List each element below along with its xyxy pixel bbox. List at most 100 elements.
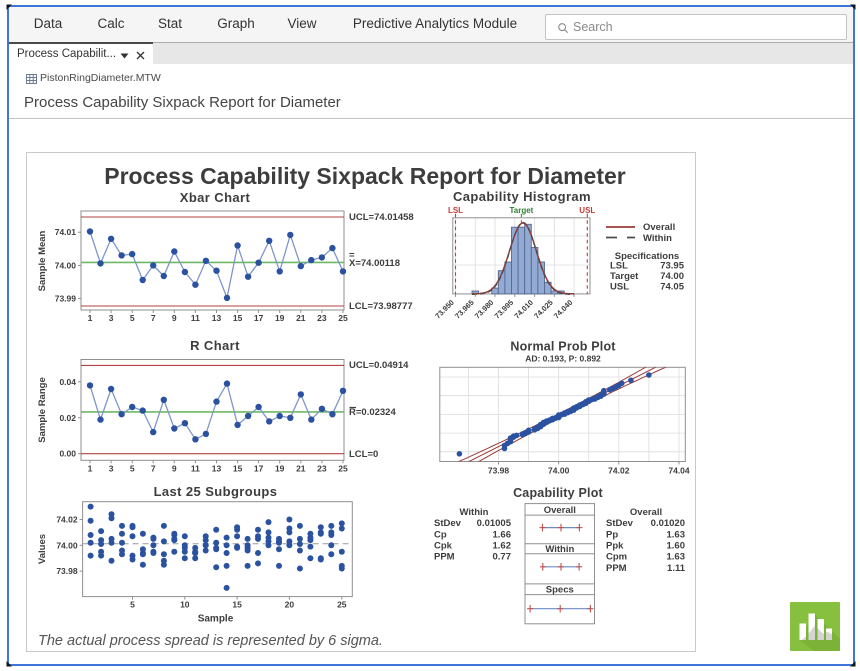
svg-text:AD: 0.193, P: 0.892: AD: 0.193, P: 0.892 xyxy=(525,354,601,364)
svg-text:Cpm: Cpm xyxy=(606,551,627,562)
svg-text:1.11: 1.11 xyxy=(667,563,686,574)
svg-text:74.00: 74.00 xyxy=(56,540,78,550)
svg-text:Process Capability Sixpack Rep: Process Capability Sixpack Report for Di… xyxy=(104,163,626,189)
svg-text:9: 9 xyxy=(172,313,177,323)
svg-text:74.01: 74.01 xyxy=(55,227,77,237)
svg-text:Overall: Overall xyxy=(643,222,675,233)
svg-text:3: 3 xyxy=(109,313,114,323)
svg-text:Capability Histogram: Capability Histogram xyxy=(453,189,591,204)
svg-text:0.01005: 0.01005 xyxy=(477,518,512,529)
svg-text:21: 21 xyxy=(296,463,306,473)
svg-text:9: 9 xyxy=(172,463,177,473)
svg-text:23: 23 xyxy=(317,313,327,323)
svg-text:UCL=0.04914: UCL=0.04914 xyxy=(349,360,409,371)
svg-text:Ppk: Ppk xyxy=(606,541,624,552)
svg-text:Within: Within xyxy=(643,233,672,244)
svg-text:UCL=74.01458: UCL=74.01458 xyxy=(349,212,414,223)
svg-text:Capability Plot: Capability Plot xyxy=(513,486,603,500)
svg-text:USL: USL xyxy=(610,282,629,293)
svg-text:Cpk: Cpk xyxy=(434,541,453,552)
svg-text:73.995: 73.995 xyxy=(493,298,516,321)
svg-text:StDev: StDev xyxy=(434,518,462,529)
svg-text:Specs: Specs xyxy=(546,584,574,595)
svg-text:73.98: 73.98 xyxy=(488,466,510,476)
svg-text:1: 1 xyxy=(88,463,93,473)
svg-text:0.01020: 0.01020 xyxy=(651,518,685,529)
svg-text:R Chart: R Chart xyxy=(190,338,240,353)
svg-text:Specifications: Specifications xyxy=(615,251,679,262)
svg-text:25: 25 xyxy=(338,463,348,473)
svg-text:74.00: 74.00 xyxy=(55,260,77,270)
svg-text:25: 25 xyxy=(338,313,348,323)
svg-text:13: 13 xyxy=(212,313,222,323)
svg-text:1.62: 1.62 xyxy=(493,541,512,552)
svg-text:StDev: StDev xyxy=(606,518,634,529)
svg-text:73.965: 73.965 xyxy=(453,298,476,321)
svg-text:PPM: PPM xyxy=(434,551,455,562)
svg-text:Cp: Cp xyxy=(434,529,447,540)
svg-text:73.95: 73.95 xyxy=(660,261,684,272)
svg-text:73.98: 73.98 xyxy=(56,566,78,576)
svg-text:20: 20 xyxy=(285,600,295,610)
svg-text:0.04: 0.04 xyxy=(59,377,76,387)
svg-text:7: 7 xyxy=(151,313,156,323)
svg-text:74.02: 74.02 xyxy=(56,515,78,525)
svg-text:11: 11 xyxy=(191,463,200,473)
svg-text:74.04: 74.04 xyxy=(668,466,690,476)
svg-text:Xbar Chart: Xbar Chart xyxy=(180,190,251,205)
svg-text:Within: Within xyxy=(545,544,574,555)
svg-text:Last 25 Subgroups: Last 25 Subgroups xyxy=(154,484,278,499)
svg-text:Sample Range: Sample Range xyxy=(37,377,48,442)
svg-text:0.77: 0.77 xyxy=(493,551,512,562)
svg-text:73.99: 73.99 xyxy=(55,294,77,304)
svg-text:1.60: 1.60 xyxy=(667,541,686,552)
svg-text:19: 19 xyxy=(275,313,285,323)
svg-text:5: 5 xyxy=(130,313,135,323)
svg-text:73.980: 73.980 xyxy=(473,298,496,321)
svg-text:0.02: 0.02 xyxy=(59,413,76,423)
svg-text:Sample Mean: Sample Mean xyxy=(37,230,48,291)
svg-text:21: 21 xyxy=(296,313,306,323)
svg-text:74.010: 74.010 xyxy=(512,298,535,321)
svg-text:25: 25 xyxy=(337,600,347,610)
svg-text:74.02: 74.02 xyxy=(608,466,630,476)
svg-text:5: 5 xyxy=(130,463,135,473)
svg-text:74.040: 74.040 xyxy=(552,298,575,321)
svg-text:Overall: Overall xyxy=(544,505,576,516)
svg-text:Target: Target xyxy=(509,206,533,215)
svg-text:17: 17 xyxy=(254,313,264,323)
svg-text:73.950: 73.950 xyxy=(433,298,456,321)
svg-text:Pp: Pp xyxy=(606,529,618,540)
svg-text:15: 15 xyxy=(233,313,243,323)
svg-text:PPM: PPM xyxy=(606,563,627,574)
svg-text:74.05: 74.05 xyxy=(660,282,684,293)
svg-text:Overall: Overall xyxy=(630,507,662,518)
svg-text:15: 15 xyxy=(233,463,243,473)
svg-text:74.00: 74.00 xyxy=(548,466,570,476)
svg-text:Normal Prob Plot: Normal Prob Plot xyxy=(510,340,616,354)
svg-text:Sample: Sample xyxy=(198,614,234,625)
svg-text:7: 7 xyxy=(151,463,156,473)
svg-text:The actual process spread is r: The actual process spread is represented… xyxy=(38,633,383,649)
svg-text:15: 15 xyxy=(232,600,242,610)
svg-text:3: 3 xyxy=(109,463,114,473)
svg-text:USL: USL xyxy=(579,206,595,215)
svg-text:LCL=73.98777: LCL=73.98777 xyxy=(349,301,413,312)
svg-text:LCL=0: LCL=0 xyxy=(349,449,378,460)
svg-text:Values: Values xyxy=(37,534,48,564)
svg-text:X=74.00118: X=74.00118 xyxy=(349,258,400,269)
svg-text:5: 5 xyxy=(130,600,135,610)
svg-text:17: 17 xyxy=(254,463,264,473)
svg-text:23: 23 xyxy=(317,463,327,473)
svg-text:LSL: LSL xyxy=(448,206,463,215)
svg-text:19: 19 xyxy=(275,463,285,473)
svg-text:Target: Target xyxy=(610,271,639,282)
svg-text:10: 10 xyxy=(180,600,190,610)
svg-text:1: 1 xyxy=(88,313,93,323)
svg-text:1.63: 1.63 xyxy=(667,551,686,562)
svg-text:74.00: 74.00 xyxy=(660,271,684,282)
svg-text:=: = xyxy=(349,250,355,261)
svg-text:1.63: 1.63 xyxy=(667,529,686,540)
svg-text:74.025: 74.025 xyxy=(532,298,555,321)
svg-text:LSL: LSL xyxy=(610,261,628,272)
